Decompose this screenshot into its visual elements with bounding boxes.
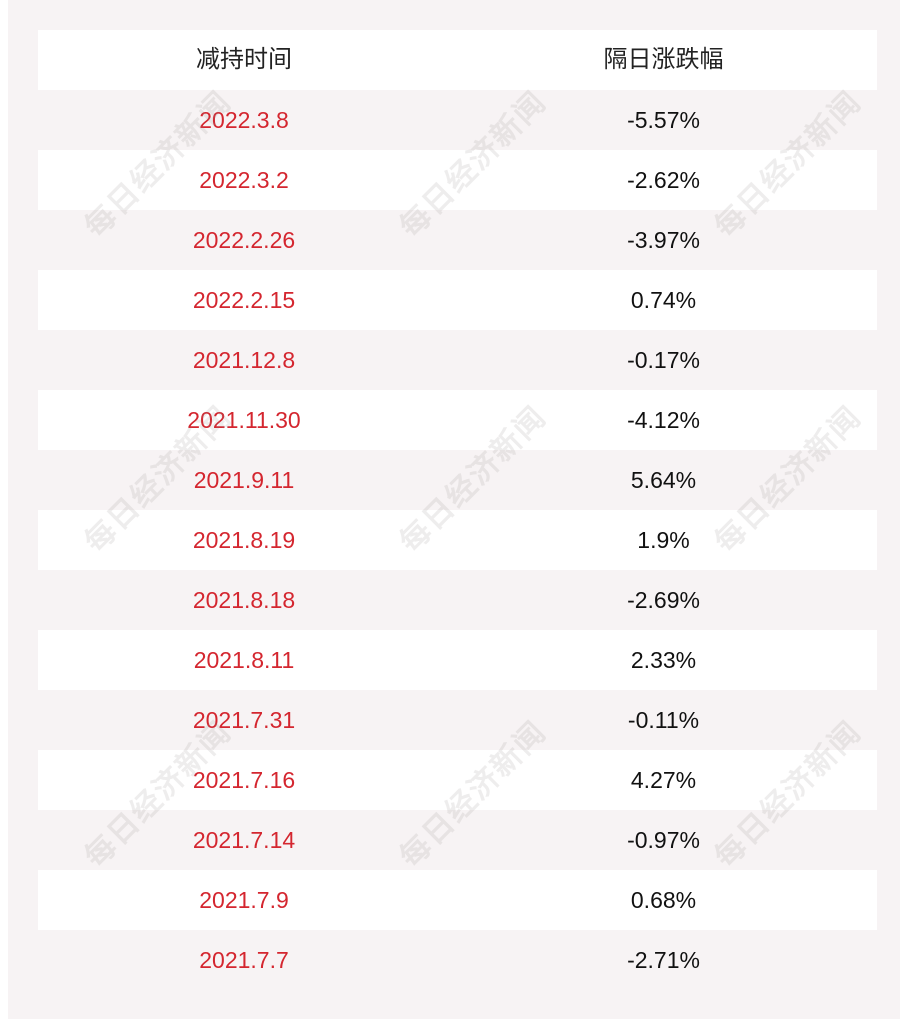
date-cell: 2021.7.14 (192, 827, 296, 853)
table-row: 2021.8.11 2.33% (38, 630, 877, 690)
change-cell: 4.27% (630, 767, 697, 793)
table-row: 2021.9.11 5.64% (38, 450, 877, 510)
date-cell: 2021.7.7 (199, 947, 289, 973)
table-row: 2022.3.2 -2.62% (38, 150, 877, 210)
change-cell: 5.64% (630, 467, 697, 493)
change-cell: -2.71% (627, 947, 700, 973)
date-cell: 2022.2.26 (192, 227, 296, 253)
date-cell: 2021.7.9 (199, 887, 289, 913)
change-cell: 0.74% (630, 287, 697, 313)
table-row: 2021.7.9 0.68% (38, 870, 877, 930)
date-cell: 2022.3.2 (199, 167, 289, 193)
date-cell: 2021.8.19 (192, 527, 296, 553)
date-cell: 2021.8.11 (193, 647, 295, 673)
change-cell: -4.12% (627, 407, 700, 433)
table-row: 2022.3.8 -5.57% (38, 90, 877, 150)
date-cell: 2021.9.11 (193, 467, 295, 493)
table-row: 2021.7.14 -0.97% (38, 810, 877, 870)
header-date: 减持时间 (196, 46, 292, 73)
change-cell: 0.68% (630, 887, 697, 913)
table-row: 2021.12.8 -0.17% (38, 330, 877, 390)
table-row: 2021.7.16 4.27% (38, 750, 877, 810)
date-cell: 2021.8.18 (192, 587, 296, 613)
table-row: 2021.7.31 -0.11% (38, 690, 877, 750)
date-cell: 2021.7.31 (192, 707, 296, 733)
change-cell: -3.97% (627, 227, 700, 253)
change-cell: 2.33% (630, 647, 697, 673)
date-cell: 2021.12.8 (192, 347, 296, 373)
data-table: 减持时间 隔日涨跌幅 2022.3.8 -5.57% 2022.3.2 -2.62% 2… (38, 30, 877, 990)
change-cell: -2.69% (627, 587, 700, 613)
change-cell: -0.97% (627, 827, 700, 853)
date-cell: 2022.3.8 (199, 107, 289, 133)
table-row: 2021.8.19 1.9% (38, 510, 877, 570)
table-row: 2021.7.7 -2.71% (38, 930, 877, 990)
table-header-row: 减持时间 隔日涨跌幅 (38, 30, 877, 90)
table-row: 2021.11.30 -4.12% (38, 390, 877, 450)
change-cell: -0.17% (627, 347, 700, 373)
table-row: 2021.8.18 -2.69% (38, 570, 877, 630)
change-cell: -5.57% (627, 107, 700, 133)
table-row: 2022.2.15 0.74% (38, 270, 877, 330)
date-cell: 2021.7.16 (192, 767, 296, 793)
date-cell: 2021.11.30 (187, 407, 301, 433)
change-cell: -2.62% (627, 167, 700, 193)
table-row: 2022.2.26 -3.97% (38, 210, 877, 270)
header-change: 隔日涨跌幅 (603, 46, 724, 73)
date-cell: 2022.2.15 (192, 287, 296, 313)
change-cell: 1.9% (637, 527, 690, 553)
change-cell: -0.11% (627, 707, 700, 733)
